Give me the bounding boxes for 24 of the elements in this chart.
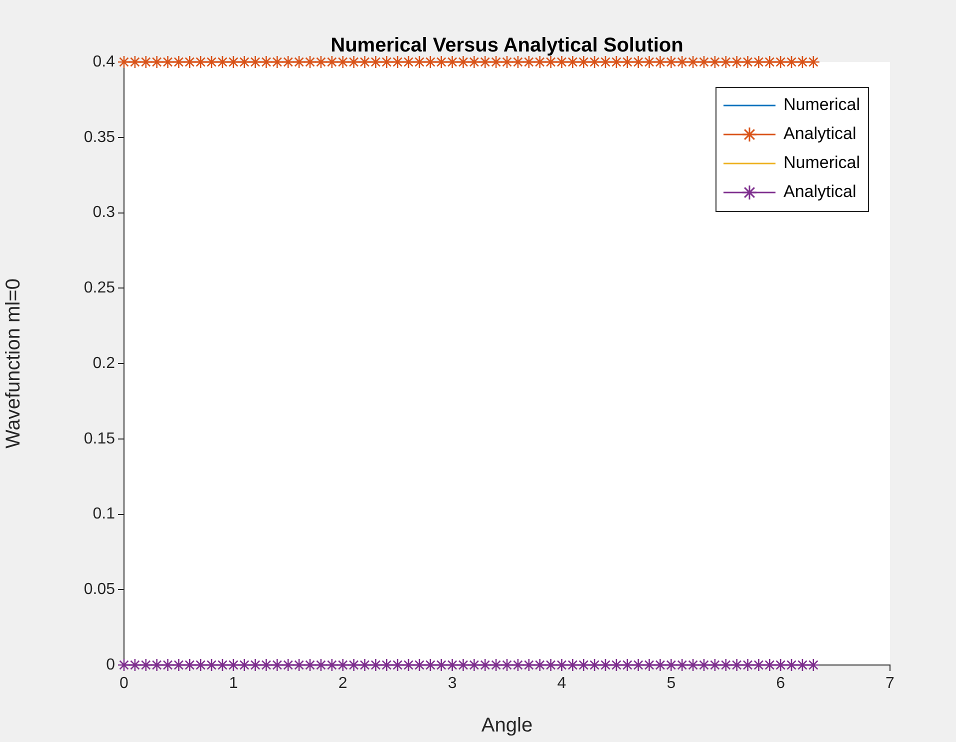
x-tick-label: 7 <box>886 675 895 692</box>
legend-label: Numerical <box>783 95 860 114</box>
x-axis-title: Angle <box>481 714 533 737</box>
y-tick-label: 0.35 <box>84 128 116 146</box>
y-tick-label: 0.25 <box>84 280 116 297</box>
x-tick-label: 0 <box>120 675 129 692</box>
legend-label: Numerical <box>783 153 860 172</box>
y-tick-label: 0.05 <box>84 581 116 598</box>
y-tick-label: 0.2 <box>92 354 116 372</box>
y-axis-title: Wavefunction ml=0 <box>2 278 25 448</box>
x-tick-label: 5 <box>666 675 676 692</box>
y-tick-label: 0.3 <box>92 204 116 222</box>
legend-label: Analytical <box>783 182 856 202</box>
x-tick-label: 1 <box>228 675 238 692</box>
x-tick-label: 6 <box>776 675 786 692</box>
legend-label: Analytical <box>783 124 856 144</box>
y-tick-label: 0.1 <box>92 506 116 523</box>
chart-title: Numerical Versus Analytical Solution <box>330 34 684 57</box>
y-tick-label: 0.4 <box>92 53 116 70</box>
x-tick-label: 4 <box>557 675 566 692</box>
x-tick-label: 3 <box>448 675 457 692</box>
y-tick-label: 0.15 <box>84 430 116 448</box>
x-tick-label: 2 <box>338 675 348 692</box>
y-tick-label: 0 <box>106 656 116 674</box>
